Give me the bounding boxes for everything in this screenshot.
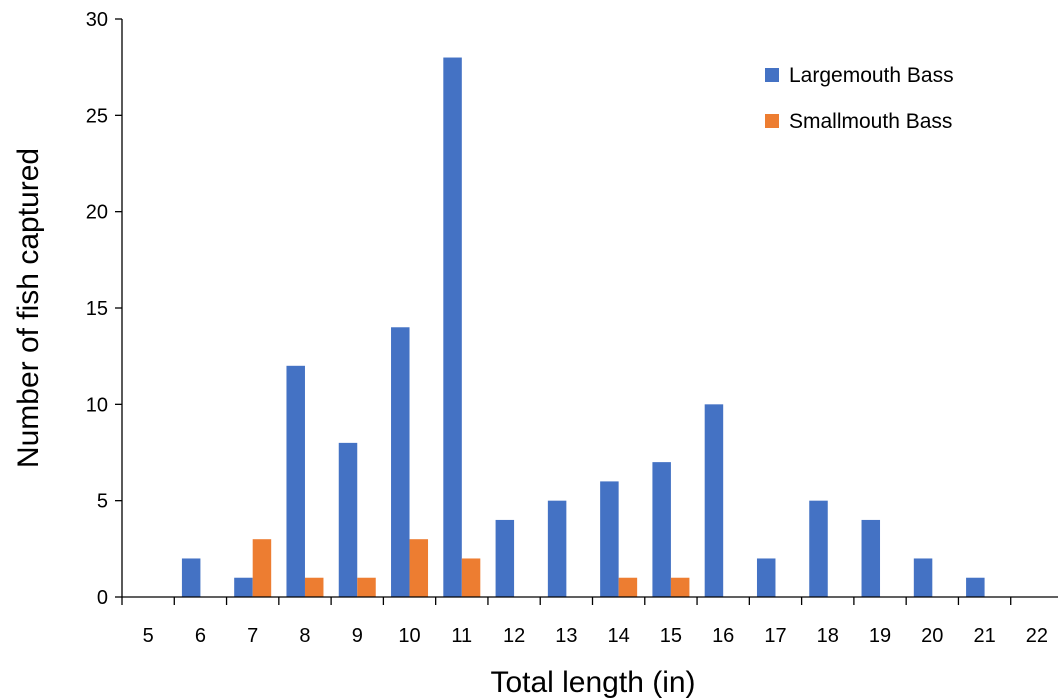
y-tick-label-0: 0 bbox=[97, 587, 108, 609]
x-tick-label-22: 22 bbox=[1026, 625, 1048, 647]
x-tick-label-10: 10 bbox=[398, 625, 420, 647]
bar-largemouth-bass-19 bbox=[861, 519, 881, 597]
legend-swatch-smallmouth-bass bbox=[765, 114, 779, 128]
x-tick-label-16: 16 bbox=[712, 625, 734, 647]
x-tick-label-15: 15 bbox=[660, 625, 682, 647]
bar-largemouth-bass-10 bbox=[391, 327, 410, 597]
x-tick-label-11: 11 bbox=[451, 625, 472, 647]
x-tick-label-21: 21 bbox=[973, 625, 995, 647]
x-tick-label-13: 13 bbox=[555, 625, 577, 647]
x-tick-label-6: 6 bbox=[195, 625, 206, 647]
legend-swatch-largemouth-bass bbox=[765, 68, 779, 82]
y-tick-label-5: 5 bbox=[97, 491, 108, 513]
y-axis-title: Number of fish captured bbox=[12, 148, 45, 468]
x-tick-label-17: 17 bbox=[764, 625, 786, 647]
bar-largemouth-bass-14 bbox=[600, 481, 619, 597]
bar-smallmouth-bass-10 bbox=[409, 539, 429, 597]
bar-largemouth-bass-18 bbox=[809, 500, 828, 597]
bars-group bbox=[181, 57, 985, 597]
y-tick-label-30: 30 bbox=[86, 9, 108, 31]
y-tick-label-20: 20 bbox=[86, 202, 108, 224]
ticks-group: 0 5 10 15 20 25 30 5 6 7 8 9 10 11 12 13 14 15 16 17 18 19 20 2… bbox=[86, 9, 1048, 647]
bar-largemouth-bass-7 bbox=[234, 577, 253, 597]
bar-smallmouth-bass-7 bbox=[252, 539, 272, 597]
bar-largemouth-bass-17 bbox=[756, 558, 776, 597]
bar-largemouth-bass-8 bbox=[286, 365, 305, 597]
bar-largemouth-bass-16 bbox=[704, 404, 724, 597]
bar-largemouth-bass-6 bbox=[181, 558, 201, 597]
legend-label-smallmouth-bass: Smallmouth Bass bbox=[789, 110, 952, 133]
bar-largemouth-bass-11 bbox=[443, 57, 462, 597]
y-tick-label-25: 25 bbox=[86, 105, 108, 127]
bar-smallmouth-bass-8 bbox=[304, 577, 324, 597]
bar-smallmouth-bass-9 bbox=[357, 577, 376, 597]
x-tick-label-19: 19 bbox=[869, 625, 891, 647]
x-tick-label-8: 8 bbox=[299, 625, 310, 647]
x-tick-label-18: 18 bbox=[817, 625, 839, 647]
bar-smallmouth-bass-11 bbox=[461, 558, 481, 597]
x-tick-label-7: 7 bbox=[247, 625, 258, 647]
x-tick-label-14: 14 bbox=[608, 625, 630, 647]
y-tick-label-15: 15 bbox=[86, 298, 108, 320]
bar-largemouth-bass-9 bbox=[338, 442, 358, 597]
bar-largemouth-bass-21 bbox=[966, 577, 985, 597]
legend: Largemouth Bass Smallmouth Bass bbox=[765, 64, 954, 133]
x-tick-label-12: 12 bbox=[503, 625, 525, 647]
x-tick-label-9: 9 bbox=[352, 625, 363, 647]
bar-largemouth-bass-13 bbox=[547, 500, 567, 597]
x-axis-title: Total length (in) bbox=[490, 666, 695, 699]
y-tick-label-10: 10 bbox=[86, 394, 108, 416]
bar-largemouth-bass-15 bbox=[652, 462, 671, 597]
bar-smallmouth-bass-14 bbox=[618, 577, 638, 597]
x-tick-label-5: 5 bbox=[143, 625, 154, 647]
legend-label-largemouth-bass: Largemouth Bass bbox=[789, 64, 954, 87]
bar-largemouth-bass-20 bbox=[913, 558, 933, 597]
bar-smallmouth-bass-15 bbox=[670, 577, 690, 597]
axes-group bbox=[121, 19, 1058, 598]
bar-largemouth-bass-12 bbox=[495, 519, 515, 597]
x-tick-label-20: 20 bbox=[921, 625, 943, 647]
